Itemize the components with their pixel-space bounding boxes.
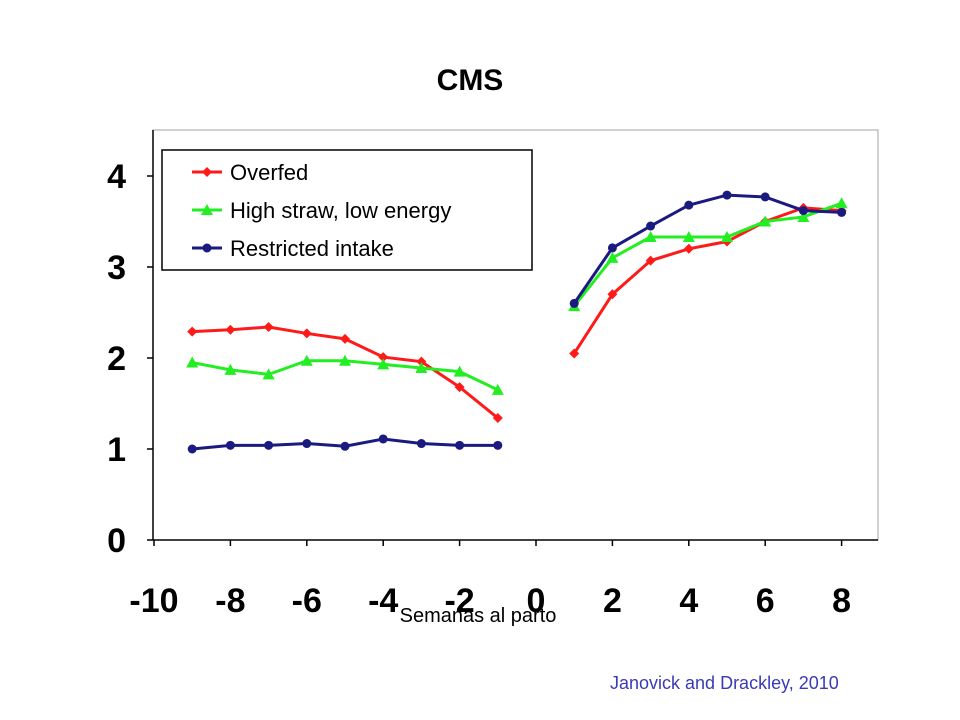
x-tick-label: 2 xyxy=(603,582,622,620)
series-line xyxy=(572,206,842,355)
data-point xyxy=(187,444,197,454)
data-point xyxy=(798,206,808,216)
x-tick-label: 8 xyxy=(832,582,851,620)
data-point xyxy=(415,362,428,374)
data-point xyxy=(225,324,236,335)
data-point xyxy=(301,328,312,339)
x-axis-label: Semanas al parto xyxy=(400,605,557,627)
data-point xyxy=(187,326,198,337)
data-point xyxy=(683,243,694,254)
data-point xyxy=(263,322,274,333)
data-point xyxy=(645,255,656,266)
data-point xyxy=(455,440,465,450)
data-point xyxy=(340,333,350,344)
axes: 0 1 2 3 4 -10 -8 -6 -4 -2 0 2 4 6 8 xyxy=(107,130,878,620)
data-point xyxy=(607,289,618,300)
y-tick-label: 1 xyxy=(107,431,126,469)
series-layer xyxy=(186,190,848,454)
series-line xyxy=(573,201,843,308)
data-point xyxy=(262,368,275,380)
legend: Overfed High straw, low energy Restricted … xyxy=(161,149,533,271)
data-point xyxy=(760,192,770,202)
legend-label: Restricted intake xyxy=(230,236,394,261)
data-point xyxy=(224,363,237,375)
data-point xyxy=(646,221,656,231)
x-tick-label: -10 xyxy=(129,582,178,620)
data-point xyxy=(302,439,312,449)
data-point xyxy=(492,413,503,424)
data-point xyxy=(722,190,732,200)
data-point xyxy=(264,440,274,450)
data-point xyxy=(493,440,503,450)
data-point xyxy=(491,383,504,395)
data-point xyxy=(378,434,388,444)
data-point xyxy=(644,230,657,242)
x-tick-label: 0 xyxy=(527,582,546,620)
x-tick-label: -8 xyxy=(215,582,245,620)
data-point xyxy=(340,441,350,451)
data-point xyxy=(835,197,848,209)
data-point xyxy=(377,358,390,370)
data-point xyxy=(416,439,426,449)
data-point xyxy=(607,243,617,253)
x-tick-label: 4 xyxy=(679,582,698,620)
data-point xyxy=(837,207,847,217)
legend-marker xyxy=(202,167,212,177)
legend-box xyxy=(161,149,533,271)
x-tick-label: -2 xyxy=(444,582,474,620)
y-tick-label: 4 xyxy=(107,158,126,196)
data-point xyxy=(569,298,579,308)
data-point xyxy=(606,251,619,263)
data-point xyxy=(339,354,351,366)
data-point xyxy=(300,354,313,366)
series-2 xyxy=(187,190,847,454)
data-point xyxy=(797,210,810,222)
data-point xyxy=(225,440,235,450)
y-tick-label: 3 xyxy=(107,249,126,287)
x-tick-label: -4 xyxy=(368,582,398,620)
chart-title: CMS xyxy=(437,64,504,97)
legend-marker xyxy=(201,204,213,215)
data-point xyxy=(569,348,580,359)
legend-label: High straw, low energy xyxy=(230,198,451,223)
data-point xyxy=(378,352,389,363)
data-point xyxy=(416,356,427,367)
data-point xyxy=(454,382,465,393)
data-point xyxy=(186,356,199,368)
data-point xyxy=(682,230,695,242)
data-point xyxy=(684,200,694,210)
data-point xyxy=(453,365,466,377)
series-line xyxy=(572,193,842,305)
data-point xyxy=(759,215,772,227)
x-tick-label: -6 xyxy=(292,582,322,620)
legend-marker xyxy=(202,243,212,253)
y-tick-label: 2 xyxy=(107,340,126,378)
series-1 xyxy=(186,197,848,395)
legend-label: Overfed xyxy=(230,160,308,185)
source-citation: Janovick and Drackley, 2010 xyxy=(610,673,839,693)
data-point xyxy=(721,230,733,242)
x-tick-label: 6 xyxy=(756,582,775,620)
y-tick-label: 0 xyxy=(107,522,126,560)
